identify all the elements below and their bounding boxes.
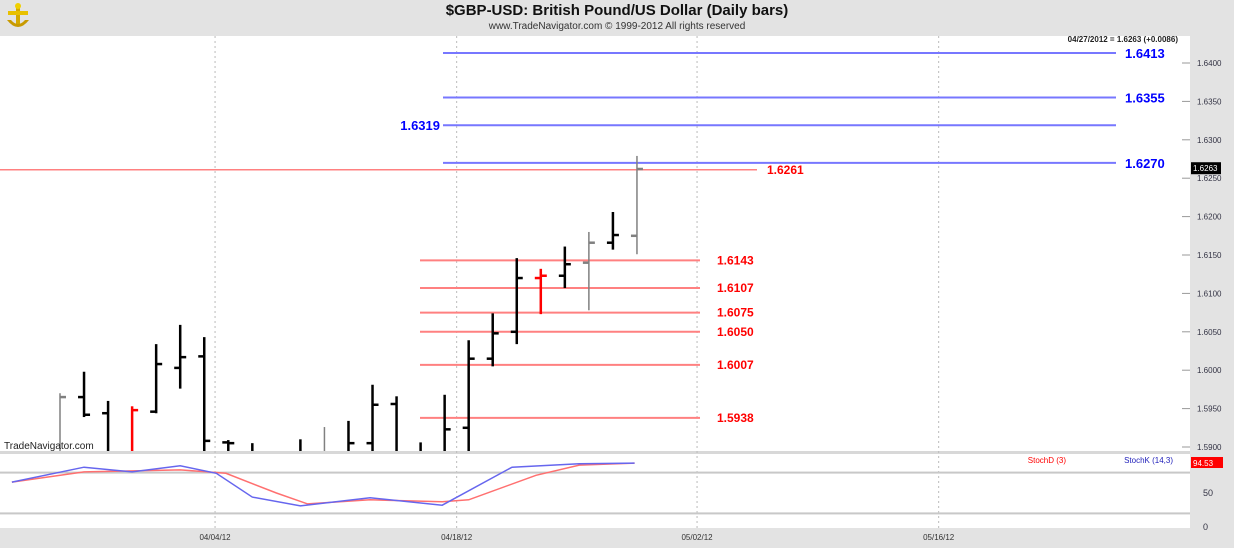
fib-label-red: 1.5938 bbox=[717, 411, 754, 425]
price-tick-label: 1.6350 bbox=[1197, 97, 1222, 106]
watermark: TradeNavigator.com bbox=[4, 441, 94, 452]
chart-header: $GBP-USD: British Pound/US Dollar (Daily… bbox=[0, 0, 1234, 36]
info-readout: 04/27/2012 = 1.6263 (+0.0086) bbox=[1068, 35, 1179, 44]
fib-label-red: 1.6075 bbox=[717, 306, 754, 320]
price-tick-label: 1.6000 bbox=[1197, 366, 1222, 375]
stoch-badge bbox=[1191, 457, 1223, 468]
stoch-level-line bbox=[0, 512, 1190, 515]
trade-navigator-logo-icon bbox=[4, 2, 32, 37]
last-price-badge-text: 1.6263 bbox=[1193, 164, 1218, 173]
price-tick-label: 1.6300 bbox=[1197, 136, 1222, 145]
stoch-badge-text: 94.53 bbox=[1193, 459, 1214, 468]
date-tick-label: 05/16/12 bbox=[923, 533, 955, 542]
date-tick-label: 04/18/12 bbox=[441, 533, 473, 542]
date-tick-label: 05/02/12 bbox=[681, 533, 713, 542]
fib-label-blue: 1.6270 bbox=[1125, 156, 1165, 171]
stoch-tick-label: 0 bbox=[1203, 522, 1208, 532]
legend-stoch-d: StochD (3) bbox=[1028, 456, 1067, 465]
chart-title: $GBP-USD: British Pound/US Dollar (Daily… bbox=[445, 2, 789, 19]
fib-label-red: 1.6143 bbox=[717, 253, 754, 267]
legend-stoch-k: StochK (14,3) bbox=[1124, 456, 1173, 465]
stoch-level-line bbox=[0, 471, 1190, 474]
date-tick-label: 04/04/12 bbox=[199, 533, 231, 542]
fib-label-blue: 1.6413 bbox=[1125, 46, 1165, 61]
fib-label-red: 1.6050 bbox=[717, 325, 754, 339]
price-tick-label: 1.5950 bbox=[1197, 405, 1222, 414]
fib-label-blue: 1.6319 bbox=[400, 118, 440, 133]
price-tick-label: 1.6400 bbox=[1197, 59, 1222, 68]
fib-label-red: 1.6007 bbox=[717, 358, 754, 372]
stoch-tick-label: 50 bbox=[1203, 488, 1213, 498]
date-axis-background bbox=[0, 528, 1234, 548]
plot-background bbox=[0, 36, 1190, 530]
resistance-label: 1.6261 bbox=[767, 163, 804, 177]
price-tick-label: 1.6050 bbox=[1197, 328, 1222, 337]
price-tick-label: 1.5900 bbox=[1197, 443, 1222, 452]
price-tick-label: 1.6150 bbox=[1197, 251, 1222, 260]
price-tick-label: 1.6250 bbox=[1197, 174, 1222, 183]
fib-label-red: 1.6107 bbox=[717, 281, 754, 295]
stoch-k-line bbox=[11, 462, 635, 507]
pane-separator bbox=[0, 451, 1190, 454]
fib-label-blue: 1.6355 bbox=[1125, 91, 1165, 106]
price-tick-label: 1.6200 bbox=[1197, 213, 1222, 222]
price-tick-label: 1.6100 bbox=[1197, 289, 1222, 298]
chart-subtitle: www.TradeNavigator.com © 1999-2012 All r… bbox=[488, 21, 746, 32]
last-price-badge bbox=[1191, 162, 1221, 175]
